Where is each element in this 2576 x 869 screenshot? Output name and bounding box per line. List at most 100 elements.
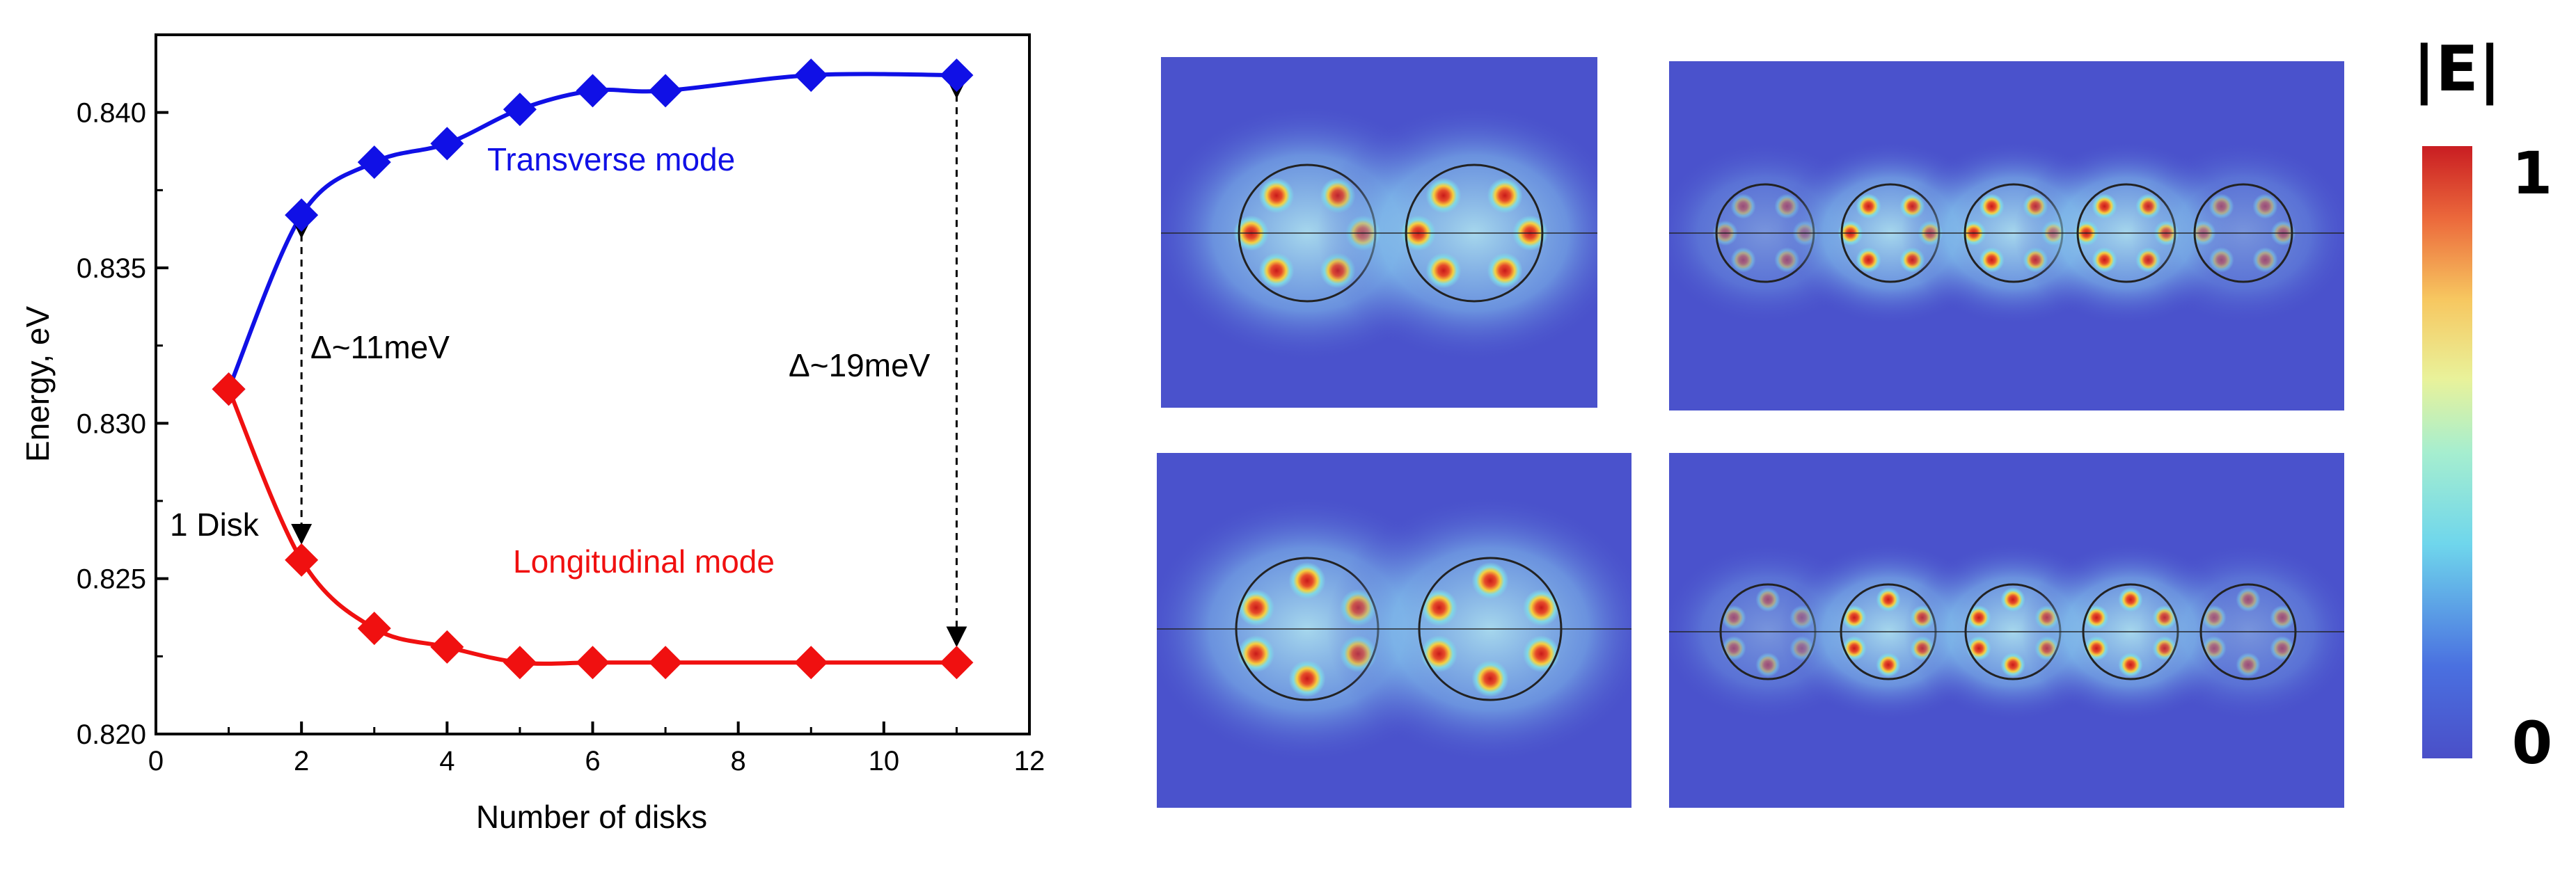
plot-frame	[155, 33, 1031, 735]
x-ticks: 0 2 4 6 8 10 12	[148, 721, 1045, 776]
longitudinal-marker	[285, 543, 319, 577]
x-tick-label: 8	[731, 746, 746, 776]
field-hotspot	[2084, 605, 2109, 630]
x-axis-label: Number of disks	[476, 799, 707, 835]
field-hotspot	[1966, 636, 1991, 661]
y-ticks: 0.820 0.825 0.830 0.835 0.840	[77, 33, 168, 750]
field-hotspot	[2202, 636, 2227, 661]
field-hotspot	[1842, 605, 1867, 630]
x-tick-label: 2	[294, 746, 309, 776]
field-hotspot	[2092, 247, 2117, 273]
longitudinal-marker	[794, 646, 828, 680]
field-hotspot	[1421, 635, 1458, 673]
transverse-marker	[285, 198, 319, 232]
x-tick-label: 10	[869, 746, 900, 776]
field-map-panel	[1157, 453, 1631, 808]
field-hotspot	[1425, 177, 1462, 214]
field-hotspot	[1842, 636, 1867, 661]
longitudinal-marker	[576, 646, 610, 680]
longitudinal-mode-label: Longitudinal mode	[513, 543, 775, 580]
field-hotspot	[2270, 605, 2295, 630]
field-hotspot	[2092, 193, 2117, 219]
transverse-marker	[430, 127, 464, 161]
longitudinal-marker	[940, 646, 974, 680]
field-hotspot	[2236, 652, 2261, 678]
field-hotspot	[2270, 636, 2295, 661]
delta-19mev-annotation: Δ~19meV	[789, 347, 931, 383]
field-hotspot	[1421, 589, 1458, 626]
transverse-marker	[503, 93, 537, 127]
longitudinal-marker	[503, 646, 537, 680]
field-hotspot	[1425, 253, 1462, 289]
y-tick-label: 0.835	[77, 253, 146, 284]
y-tick-label: 0.820	[77, 719, 146, 750]
field-hotspot	[2236, 587, 2261, 612]
y-tick-label: 0.840	[77, 98, 146, 129]
field-hotspot	[1876, 587, 1901, 612]
field-hotspot	[1258, 253, 1295, 289]
transverse-marker	[940, 58, 974, 93]
delta-11mev-annotation: Δ~11meV	[310, 329, 450, 365]
transverse-marker	[794, 58, 828, 93]
transverse-marker	[576, 74, 610, 108]
x-tick-label: 4	[439, 746, 455, 776]
energy-chart: 0 2 4 6 8 10 12 0.820 0.825 0.830 0.835 0.840 Numb…	[19, 33, 1045, 835]
field-hotspot	[1522, 589, 1560, 626]
field-hotspot	[1238, 635, 1275, 673]
field-hotspot	[1730, 193, 1756, 219]
field-hotspot	[1876, 652, 1901, 678]
x-tick-label: 12	[1014, 746, 1045, 776]
transverse-marker	[649, 74, 683, 108]
field-hotspot	[2118, 587, 2143, 612]
field-hotspot	[1258, 177, 1295, 214]
colorbar-gradient	[2422, 146, 2472, 758]
field-hotspot	[1288, 660, 1326, 697]
longitudinal-marker	[430, 630, 464, 664]
colorbar-max-label: 1	[2512, 139, 2552, 207]
field-hotspot	[2000, 587, 2025, 612]
field-hotspot	[1966, 605, 1991, 630]
longitudinal-marker	[357, 612, 391, 646]
field-hotspot	[1856, 247, 1881, 273]
longitudinal-curve	[226, 388, 957, 666]
colorbar-title: |E|	[2412, 33, 2501, 106]
field-map-panel	[1669, 453, 2344, 808]
field-hotspot	[1721, 605, 1746, 630]
field-hotspot	[1288, 562, 1326, 600]
field-hotspot	[1471, 562, 1509, 600]
field-hotspot	[1979, 193, 2005, 219]
field-hotspot	[1979, 247, 2005, 273]
field-map-panel	[1669, 61, 2344, 410]
colorbar-min-label: 0	[2512, 709, 2552, 777]
field-hotspot	[1856, 193, 1881, 219]
field-hotspot	[1522, 635, 1560, 673]
field-hotspot	[2208, 193, 2234, 219]
field-hotspot	[2252, 247, 2278, 273]
field-hotspot	[2202, 605, 2227, 630]
x-tick-label: 0	[148, 746, 164, 776]
field-hotspot	[2252, 193, 2278, 219]
field-hotspot	[1238, 589, 1275, 626]
field-hotspot	[1487, 177, 1523, 214]
field-hotspot	[1721, 636, 1746, 661]
one-disk-annotation: 1 Disk	[170, 507, 260, 543]
field-hotspot	[1487, 253, 1523, 289]
field-hotspot	[1730, 247, 1756, 273]
y-axis-label: Energy, eV	[19, 306, 56, 462]
field-hotspot	[2118, 652, 2143, 678]
y-tick-label: 0.825	[77, 564, 146, 595]
field-hotspot	[2000, 652, 2025, 678]
field-hotspot	[1755, 652, 1780, 678]
field-hotspot	[1755, 587, 1780, 612]
transverse-marker	[357, 145, 391, 180]
colorbar: |E| 1 0	[2412, 33, 2552, 777]
longitudinal-marker	[212, 372, 246, 406]
transverse-mode-label: Transverse mode	[487, 141, 735, 177]
delta-arrows	[291, 78, 967, 648]
x-tick-label: 6	[585, 746, 600, 776]
field-hotspot	[1471, 660, 1509, 697]
field-hotspot	[2084, 636, 2109, 661]
series-markers	[212, 58, 974, 680]
longitudinal-marker	[649, 646, 683, 680]
